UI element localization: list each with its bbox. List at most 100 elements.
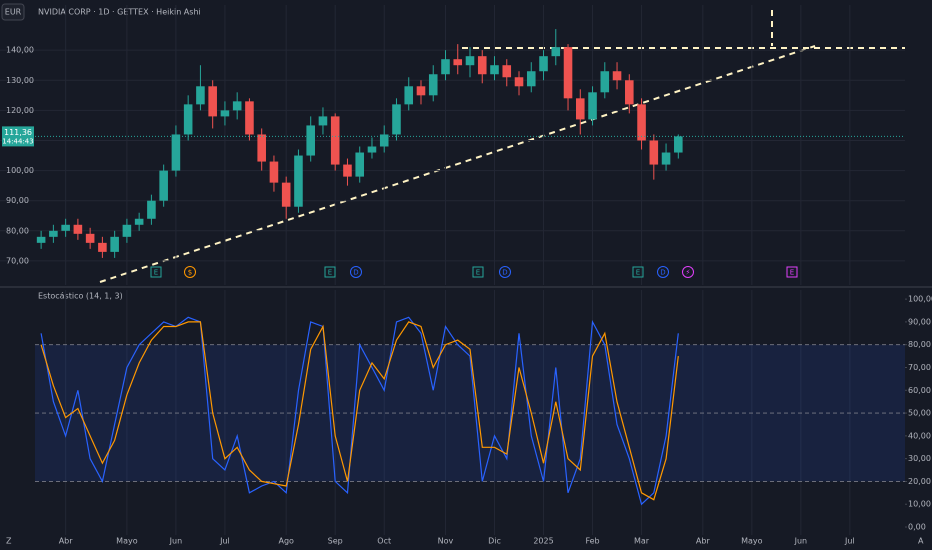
x-tick-label: Oct [377,537,391,546]
currency[interactable]: EUR [5,8,22,17]
y-tick-label: 0,00 [908,523,926,532]
candle-body [428,74,438,96]
candle-body [98,242,107,252]
auto-icon[interactable]: A [918,537,924,546]
candle-body [526,71,536,87]
event-label: D [353,269,358,277]
price-badge [2,126,34,147]
y-tick-label: 70,00 [908,363,931,372]
event-label: E [790,269,794,277]
price-label: 111,36 [4,128,32,137]
y-tick-label: 50,00 [908,409,931,418]
candle-body [134,218,144,225]
candle-body [343,164,352,177]
candle-body [318,116,328,126]
candle-body [416,86,426,96]
event-label: D [502,269,507,277]
event-label: E [328,269,332,277]
candle-body [49,230,58,237]
event-label: E [476,269,480,277]
x-tick-label: 2025 [533,537,553,546]
candle-body [245,101,254,135]
candle-body [674,136,683,153]
event-icon [657,266,669,278]
countdown: 14:44:43 [2,137,33,145]
event-label: E [636,269,640,277]
candle-body [575,98,585,120]
candle-body [612,71,622,81]
x-tick-label: Sep [328,537,343,546]
event-label: $ [188,269,192,277]
candle-body [330,116,340,165]
candle-body [661,152,671,165]
currency-button[interactable] [1,3,25,21]
event-icon [184,266,196,278]
candle-body [61,224,70,231]
event-label: D [660,269,665,277]
x-tick-label: Abr [59,537,74,546]
x-tick-label: Jul [844,537,855,546]
candle-body [465,56,475,66]
candle-body [551,47,561,57]
candle-body [220,110,230,117]
x-tick-label: Nov [438,537,454,546]
chart-title: NVIDIA CORP · 1D · GETTEX · Heikin Ashi [38,8,201,17]
event-icon [632,266,644,278]
event-icon [786,266,798,278]
candle-body [171,134,181,171]
y-tick-label: 120,00 [6,106,34,115]
trend-line [99,45,816,283]
y-tick-label: 20,00 [908,477,931,486]
candle-body [477,56,487,75]
candle-body [502,65,512,78]
x-tick-label: Feb [585,537,599,546]
candle-body [637,104,646,141]
y-tick-label: 90,00 [6,196,29,205]
x-tick-label: Dic [488,537,501,546]
candle-body [379,134,389,147]
candle-body [281,182,291,207]
candle-body [122,224,132,237]
candle-body [196,86,205,105]
x-tick-label: Ago [278,537,294,546]
event-label: E [154,269,158,277]
event-label: ⚡ [686,269,691,277]
y-tick-label: 100,00 [908,295,932,304]
x-tick-label: Mayo [116,537,138,546]
y-tick-label: 130,00 [6,76,34,85]
event-icon [472,266,484,278]
candle-body [441,59,450,75]
candle-body [367,146,377,153]
event-icon [499,266,511,278]
zoom-icon[interactable]: Z [6,537,12,546]
candle-body [600,71,610,93]
candle-body [85,233,95,243]
candle-body [208,86,217,117]
y-tick-label: 70,00 [6,256,29,265]
stochastic-line [40,321,679,501]
candle-body [147,200,156,219]
candle-body [539,56,548,72]
candle-body [490,65,499,75]
candle-body [306,125,315,156]
y-tick-label: 100,00 [6,166,34,175]
candle-body [392,104,401,135]
y-tick-label: 80,00 [6,226,29,235]
candle-body [269,161,279,183]
y-tick-label: 10,00 [908,500,931,509]
candle-body [563,47,573,99]
candle-body [183,104,193,135]
event-icon [150,266,162,278]
candle-body [649,140,659,165]
x-tick-label: Jun [794,537,808,546]
y-tick-label: 90,00 [908,317,931,326]
candle-body [514,77,524,87]
x-tick-label: Mayo [741,537,763,546]
candle-body [294,155,303,207]
y-tick-label: 30,00 [908,454,931,463]
y-tick-label: 80,00 [908,340,931,349]
event-icon [350,266,362,278]
